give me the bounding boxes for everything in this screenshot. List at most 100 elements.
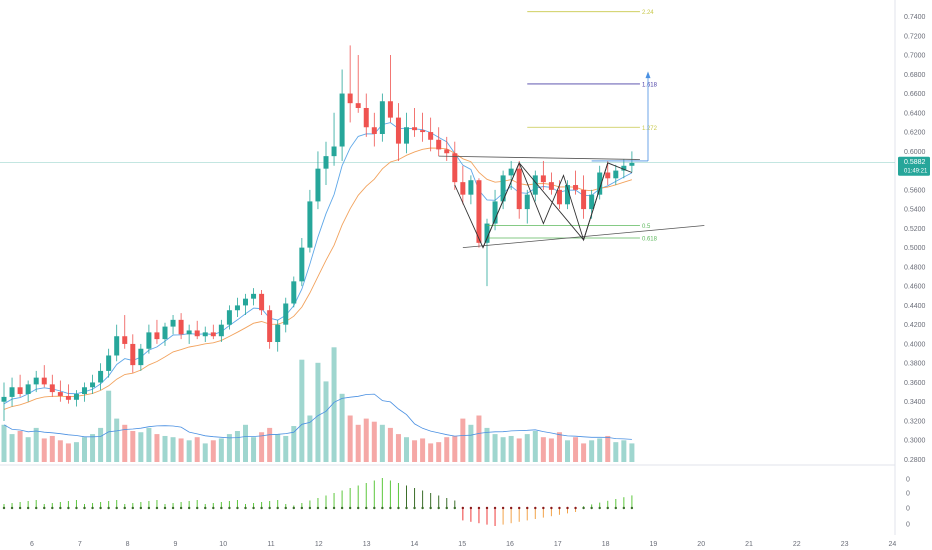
oscillator-dot — [316, 506, 320, 510]
oscillator-dot — [357, 506, 360, 510]
oscillator-dot — [228, 506, 231, 510]
volume-bar — [25, 437, 31, 462]
oscillator-dot — [75, 506, 78, 510]
osc-tick-label: 0 — [906, 491, 910, 498]
volume-bar — [452, 435, 458, 462]
candle-body — [371, 127, 377, 134]
candle-body — [186, 330, 192, 335]
volume-bar — [581, 443, 587, 462]
candle-body — [573, 185, 579, 190]
projection-arrowhead — [645, 71, 651, 79]
oscillator-dot — [630, 506, 634, 510]
volume-bar — [476, 415, 482, 462]
candle-body — [621, 165, 627, 171]
candle-body — [73, 394, 79, 400]
candle-body — [315, 168, 321, 202]
volume-bar — [315, 362, 321, 462]
oscillator-dot — [381, 506, 384, 510]
oscillator-dot — [123, 506, 126, 510]
oscillator-dot — [493, 506, 497, 510]
oscillator-dot — [59, 506, 62, 510]
oscillator-dot — [461, 506, 465, 510]
x-tick-label: 11 — [267, 541, 274, 548]
candle-body — [49, 384, 55, 393]
oscillator-dot — [348, 506, 352, 510]
candle-body — [355, 103, 361, 108]
oscillator-dot — [115, 506, 118, 510]
oscillator-dot — [139, 506, 143, 510]
volume-bar — [355, 424, 361, 462]
oscillator-dot — [252, 506, 255, 510]
osc-tick-label: 0 — [906, 522, 910, 529]
volume-bar — [460, 418, 466, 462]
wave-outline — [482, 162, 609, 248]
candle-body — [226, 310, 232, 325]
volume-bar — [226, 434, 232, 462]
volume-bars — [1, 347, 635, 462]
oscillator-dot — [236, 506, 239, 510]
volume-bar — [395, 434, 401, 462]
y-tick-label: 0.3000 — [904, 438, 926, 445]
candle-body — [234, 305, 240, 311]
oscillator-dot — [590, 506, 593, 510]
oscillator-dot — [220, 506, 223, 510]
candle-body — [379, 101, 385, 134]
candle-body — [556, 189, 562, 205]
oscillator-dot — [276, 506, 279, 510]
volume-bar — [532, 431, 538, 462]
volume-bar — [154, 434, 160, 462]
volume-bar — [283, 435, 289, 462]
candle-body — [9, 387, 15, 397]
candle-body — [218, 324, 224, 337]
oscillator-dot — [405, 506, 408, 510]
x-tick-label: 20 — [697, 541, 705, 548]
y-tick-label: 0.6400 — [904, 110, 926, 117]
volume-bar — [41, 438, 47, 462]
oscillator-dot — [518, 506, 521, 510]
fib-ret-0-618-label: 0.618 — [642, 237, 658, 243]
oscillator-dot — [606, 506, 609, 510]
y-tick-label: 0.5000 — [904, 245, 926, 252]
volume-bar — [404, 437, 409, 462]
upper-trendline — [438, 155, 640, 160]
x-tick-label: 19 — [650, 541, 658, 548]
oscillator-dot — [340, 506, 344, 510]
oscillator-dot — [204, 506, 207, 510]
y-tick-label: 0.4200 — [904, 322, 926, 329]
oscillator-dot — [622, 506, 626, 510]
y-tick-label: 0.4400 — [904, 303, 926, 310]
oscillator-dot — [187, 506, 191, 510]
oscillator-dot — [437, 506, 440, 510]
last-price-badge — [898, 156, 930, 176]
oscillator-dot — [10, 506, 14, 510]
y-tick-label: 0.7400 — [904, 14, 926, 21]
oscillator-dot — [131, 506, 134, 510]
candle-body — [452, 153, 458, 183]
lower-trendline — [462, 225, 705, 249]
volume-bar — [73, 442, 79, 462]
candle-body — [339, 93, 345, 147]
oscillator-dot — [292, 506, 295, 510]
candle-body — [387, 101, 393, 118]
candle-body — [540, 175, 546, 183]
candles — [1, 45, 635, 421]
volume-bar — [98, 427, 104, 462]
candle-body — [33, 377, 39, 385]
fib-ret-0-5-label: 0.5 — [642, 224, 651, 230]
volume-bar — [178, 438, 184, 462]
y-tick-label: 0.6200 — [904, 130, 926, 137]
candle-body — [524, 194, 530, 210]
candle-body — [259, 293, 265, 311]
oscillator-dot — [43, 506, 46, 510]
candle-body — [202, 332, 208, 337]
candle-body — [581, 189, 587, 210]
candle-body — [82, 387, 87, 395]
candle-body — [267, 310, 273, 343]
candle-body — [98, 370, 104, 383]
oscillator-dot — [477, 506, 481, 510]
candle-body — [138, 348, 144, 366]
candle-body — [460, 182, 466, 195]
volume-bar — [251, 437, 257, 462]
oscillator-dot — [534, 506, 537, 510]
oscillator-dot — [373, 506, 376, 510]
